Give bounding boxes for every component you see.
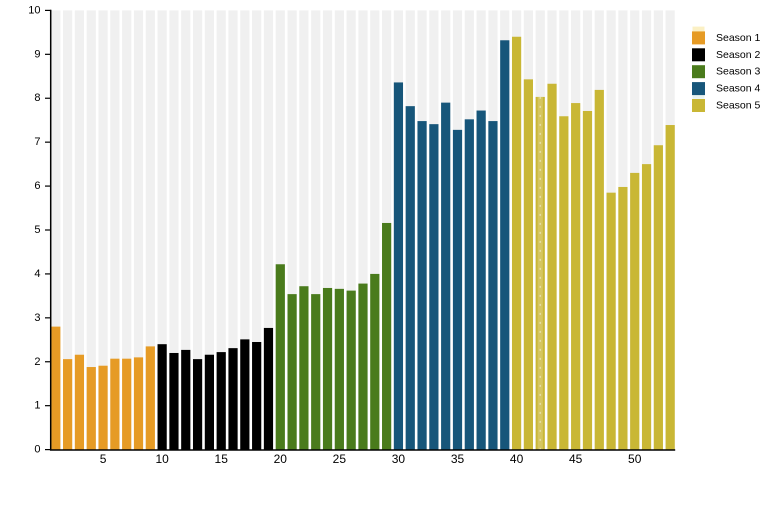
svg-text:2: 2: [34, 356, 40, 368]
svg-text:Season 2: Season 2: [716, 49, 761, 61]
svg-text:5: 5: [100, 452, 107, 466]
svg-text:8: 8: [34, 92, 40, 104]
svg-text:40: 40: [510, 452, 524, 466]
svg-text:7: 7: [34, 136, 40, 148]
svg-text:5: 5: [34, 224, 40, 236]
svg-text:Season 3: Season 3: [716, 66, 761, 78]
svg-text:1: 1: [34, 400, 40, 412]
svg-text:15: 15: [215, 452, 229, 466]
svg-text:50: 50: [628, 452, 642, 466]
svg-text:20: 20: [274, 452, 288, 466]
svg-text:Season 4: Season 4: [716, 83, 761, 95]
svg-text:45: 45: [569, 452, 583, 466]
svg-text:4: 4: [34, 268, 40, 280]
svg-text:10: 10: [28, 4, 40, 16]
svg-text:Season 5: Season 5: [716, 100, 761, 112]
svg-text:3: 3: [34, 312, 40, 324]
svg-text:Season 1: Season 1: [716, 32, 761, 44]
svg-text:10: 10: [155, 452, 169, 466]
svg-text:35: 35: [451, 452, 465, 466]
svg-text:9: 9: [34, 48, 40, 60]
svg-text:30: 30: [392, 452, 406, 466]
svg-text:0: 0: [34, 444, 40, 456]
svg-text:25: 25: [333, 452, 347, 466]
svg-text:6: 6: [34, 180, 40, 192]
